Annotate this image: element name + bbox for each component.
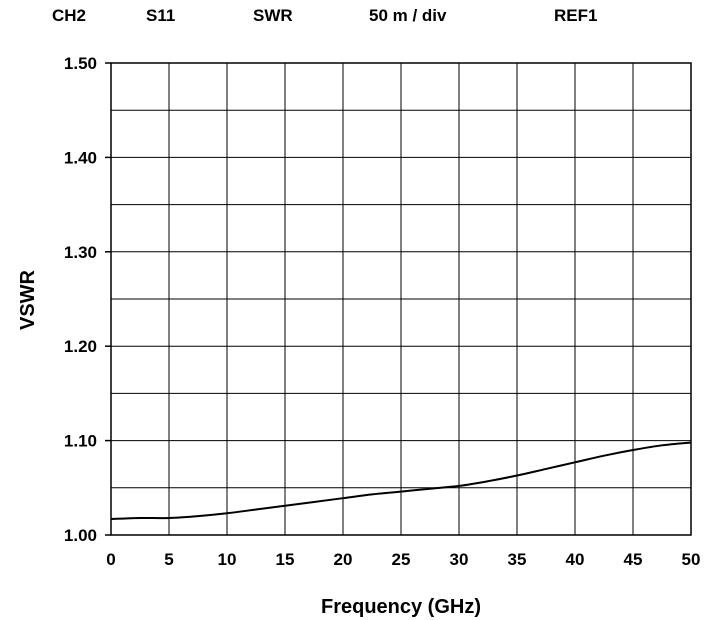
x-tick-label: 50 xyxy=(682,550,701,569)
x-tick-label: 5 xyxy=(164,550,173,569)
parameter-label: S11 xyxy=(146,6,176,25)
x-tick-label: 35 xyxy=(508,550,527,569)
y-tick-label: 1.20 xyxy=(64,337,97,356)
reference-label: REF1 xyxy=(554,6,598,25)
y-tick-label: 1.40 xyxy=(64,148,97,167)
plot-frame xyxy=(110,62,692,536)
y-axis-label: VSWR xyxy=(17,269,39,330)
y-tick-labels: 1.00 1.10 1.20 1.30 1.40 1.50 xyxy=(64,54,111,545)
scale-label: 50 m / div xyxy=(369,6,447,25)
x-tick-label: 40 xyxy=(566,550,585,569)
x-tick-label: 0 xyxy=(106,550,115,569)
channel-label: CH2 xyxy=(52,6,87,25)
format-label: SWR xyxy=(253,6,293,25)
y-tick-label: 1.10 xyxy=(64,432,97,451)
x-tick-labels: 0 5 10 15 20 25 30 35 40 45 50 xyxy=(106,550,700,569)
vswr-trace xyxy=(110,441,692,520)
x-axis-label: Frequency (GHz) xyxy=(321,596,481,618)
x-tick-label: 25 xyxy=(392,550,411,569)
grid-lines xyxy=(110,62,692,536)
x-tick-label: 30 xyxy=(450,550,469,569)
x-tick-label: 20 xyxy=(334,550,353,569)
y-tick-label: 1.30 xyxy=(64,243,97,262)
y-tick-label: 1.00 xyxy=(64,526,97,545)
y-tick-label: 1.50 xyxy=(64,54,97,73)
x-tick-label: 10 xyxy=(218,550,237,569)
x-tick-label: 15 xyxy=(276,550,295,569)
x-tick-label: 45 xyxy=(624,550,643,569)
